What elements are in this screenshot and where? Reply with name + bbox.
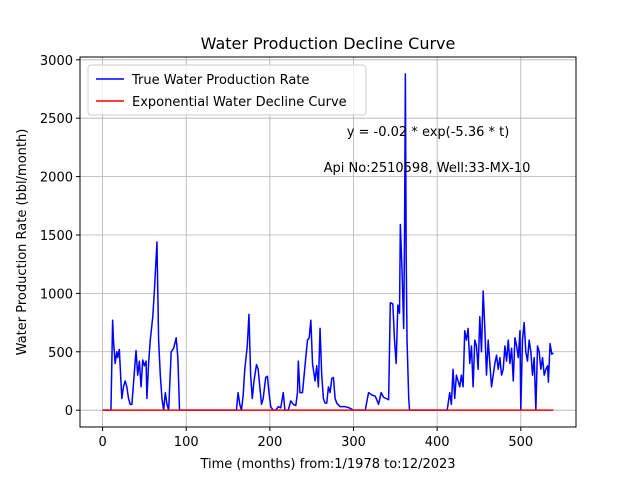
legend: True Water Production Rate Exponential Wa… [87, 64, 367, 116]
chart-title: Water Production Decline Curve [201, 34, 456, 53]
y-tick-label: 3000 [40, 54, 73, 69]
y-tick-label: 1000 [40, 287, 73, 302]
x-tick-label: 300 [341, 435, 366, 450]
y-tick-label: 2000 [40, 171, 73, 186]
legend-label: True Water Production Rate [131, 73, 309, 88]
data-line [102, 73, 554, 411]
y-tick-label: 0 [65, 404, 73, 419]
x-tick-label: 100 [174, 435, 199, 450]
plot-frame [79, 56, 577, 428]
legend-box [87, 64, 367, 116]
x-axis-label: Time (months) from:1/1978 to:12/2023 [199, 457, 455, 472]
ticks: 0 100 200 300 400 500 0 500 1000 1500 2000 2500 3000 [40, 54, 533, 450]
x-tick-label: 200 [257, 435, 282, 450]
x-tick-label: 400 [425, 435, 450, 450]
y-tick-label: 2500 [40, 112, 73, 127]
annotation: y = -0.02 * exp(-5.36 * t) [347, 125, 510, 140]
annotation: Api No:2510598, Well:33-MX-10 [324, 161, 531, 176]
x-tick-label: 500 [508, 435, 533, 450]
lines [102, 73, 554, 411]
grid [80, 57, 576, 427]
y-tick-label: 1500 [40, 229, 73, 244]
y-axis-label: Water Production Rate (bbl/month) [15, 129, 30, 356]
x-tick-label: 0 [98, 435, 106, 450]
legend-label: Exponential Water Decline Curve [132, 95, 347, 110]
y-tick-label: 500 [48, 346, 73, 361]
